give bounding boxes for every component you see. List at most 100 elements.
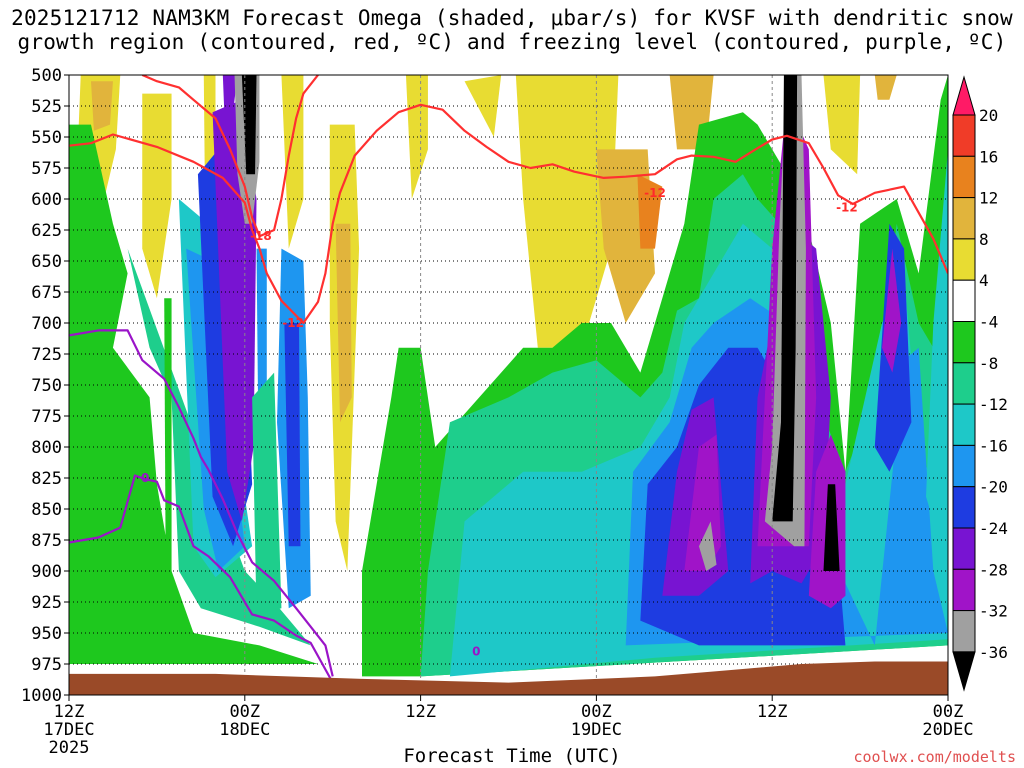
y-tick-label: 550 [31,128,62,148]
colorbar-swatch [952,197,976,240]
x-tick-label: 12Z [757,702,788,722]
y-tick-label: 775 [31,407,62,427]
colorbar-label: 8 [979,230,989,249]
omega-ascent-area [882,248,902,373]
omega-ascent-area [252,372,282,615]
y-tick-label: 900 [31,562,62,582]
colorbar-label: -32 [979,602,1008,621]
colorbar-swatch [952,362,976,405]
omega-subsidence-area [823,75,861,175]
terrain-surface [69,661,948,695]
x-axis-title: Forecast Time (UTC) [403,745,621,767]
y-tick-label: 500 [31,66,62,86]
contour-lines [69,75,948,684]
contour-label: -18 [250,229,272,243]
omega-subsidence-area [637,174,663,249]
y-tick-label: 925 [31,593,62,613]
colorbar-swatch [952,114,976,157]
colorbar-swatch [952,568,976,612]
colorbar-label: -8 [979,354,998,373]
x-tick-year: 2025 [49,738,90,758]
colorbar-label: -24 [979,519,1008,538]
y-tick-label: 600 [31,190,62,210]
x-tick-date: 18DEC [219,720,270,740]
y-tick-label: 675 [31,283,62,303]
y-tick-label: 750 [31,376,62,396]
x-tick-label: 12Z [54,702,85,722]
omega-ascent-area [926,149,948,571]
omega-subsidence-area [142,93,172,299]
colorbar-label: -16 [979,436,1008,455]
colorbar-swatch [952,321,976,364]
omega-subsidence-area [281,75,304,249]
omega-ascent-area [222,75,238,113]
omega-ascent-area [164,298,172,571]
colorbar-label: 12 [979,189,998,208]
y-tick-label: 800 [31,438,62,458]
colorbar-swatch [952,527,976,570]
colorbar-swatch [952,403,976,446]
y-tick-label: 625 [31,221,62,241]
colorbar-label: 20 [979,106,998,125]
omega-subsidence-area [874,75,897,100]
credit-link[interactable]: coolwx.com/modelts [853,748,1016,766]
colorbar-swatch [952,444,976,488]
omega-ascent-area [823,484,840,571]
contour-label: -12 [282,316,304,330]
y-tick-label: 825 [31,469,62,489]
terrain-ground [69,661,948,695]
y-tick-label: 525 [31,97,62,117]
contour-line-2 [69,329,334,677]
chart-title-line-2: growth region (contoured, red, ºC) and f… [17,30,1007,54]
colorbar-label: -28 [979,560,1008,579]
x-tick-label: 00Z [933,702,964,722]
x-tick-label: 12Z [405,702,436,722]
colorbar-swatch [952,155,976,199]
omega-ascent-area [698,521,717,571]
colorbar-swatch [952,238,976,281]
contour-label: -12 [644,186,666,200]
colorbar-swatch [952,651,976,692]
y-tick-label: 650 [31,252,62,272]
chart-title-line-1: 2025121712 NAM3KM Forecast Omega (shaded… [11,6,1013,30]
omega-subsidence-area [335,223,352,423]
y-tick-label: 850 [31,500,62,520]
contour-label: 0 [472,645,480,659]
colorbar-swatch [952,75,976,116]
colorbar-label: -20 [979,478,1008,497]
contour-line-0 [69,103,948,325]
y-tick-label: 700 [31,314,62,334]
contour-label: -12 [836,201,858,215]
contour-labels: -18 -12 -12 -12 0 0 [141,186,858,659]
y-axis: 500 525 550 575 600 625 650 675 700 725 750 775 800 8… [21,66,69,706]
x-tick-date: 19DEC [571,720,622,740]
y-tick-label: 575 [31,159,62,179]
omega-ascent-area [772,75,798,522]
y-tick-label: 975 [31,655,62,675]
colorbar-swatch [952,610,976,653]
colorbar-label: 4 [979,271,989,290]
omega-subsidence-area [515,75,619,348]
y-tick-label: 1000 [21,686,62,706]
colorbar-swatch [952,279,976,323]
contour-line-1 [141,75,319,238]
y-tick-label: 875 [31,531,62,551]
x-tick-date: 17DEC [43,720,94,740]
contour-line-3 [69,474,334,684]
grid-lines [69,75,948,695]
colorbar-label: -12 [979,395,1008,414]
omega-ascent-area [69,124,319,665]
x-tick-label: 00Z [229,702,260,722]
colorbar-label: 16 [979,147,998,166]
colorbar-swatch [952,486,976,529]
colorbar: 20 16 12 8 4 -4 -8 -12 -16 -20 -24 -28 -32 -36 [952,75,1008,692]
x-tick-label: 00Z [581,702,612,722]
colorbar-label: -36 [979,643,1008,662]
omega-ascent-area [241,75,257,175]
omega-ascent-area [284,323,301,547]
contour-label: 0 [141,471,149,485]
colorbar-label: -4 [979,313,998,332]
omega-subsidence-area [464,75,502,137]
